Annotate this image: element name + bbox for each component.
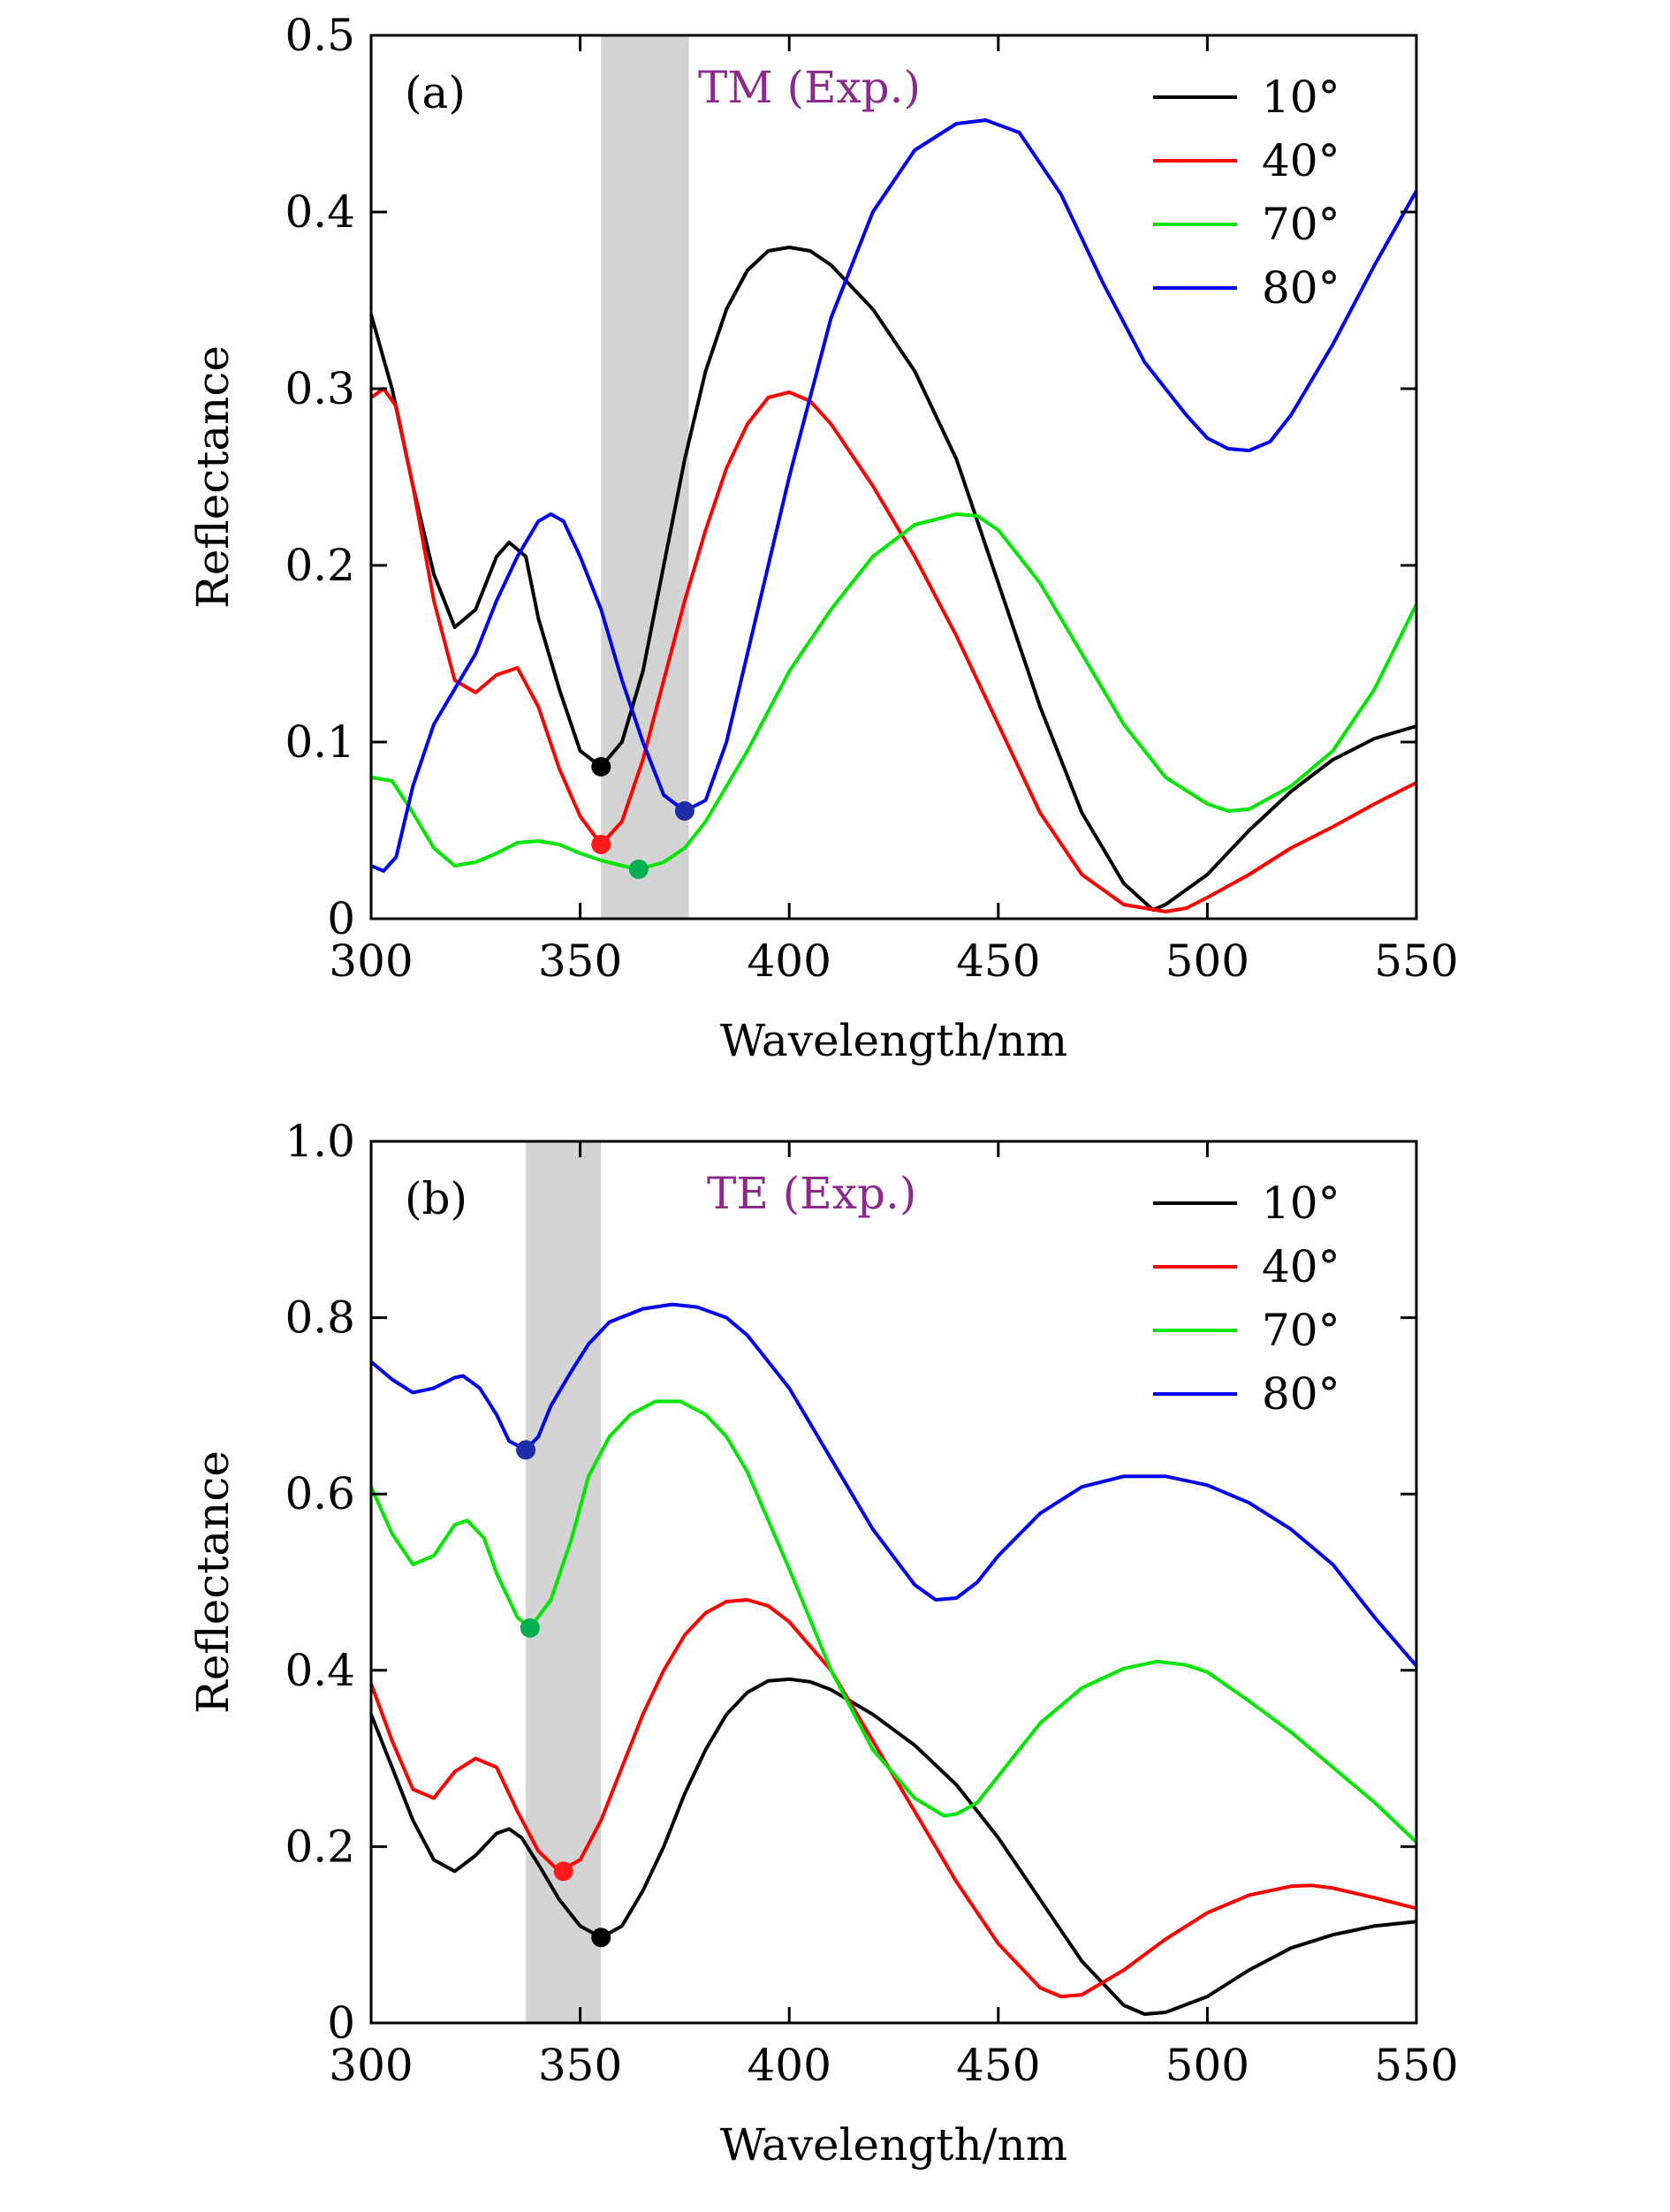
y-tick-label-b-4: 0.8 (285, 1292, 355, 1344)
x-tick-label-a-2: 400 (747, 936, 831, 987)
x-tick-label-a-5: 550 (1374, 936, 1458, 987)
legend-label-a-2: 70° (1262, 199, 1340, 250)
series-line-b-2 (369, 1399, 1418, 1844)
y-tick-label-a-2: 0.2 (285, 540, 355, 591)
y-tick-label-b-0: 0 (327, 1997, 355, 2049)
legend-label-a-3: 80° (1262, 262, 1340, 314)
series-line-b-1 (369, 1598, 1417, 1999)
x-tick-label-b-2: 400 (747, 2040, 831, 2091)
series-line-b-0 (369, 1677, 1417, 2016)
tick-marks-b (369, 1140, 1418, 2025)
x-tick-label-b-4: 500 (1165, 2040, 1249, 2091)
y-axis-title-a: Reflectance (187, 345, 239, 609)
x-tick-label-b-0: 300 (329, 2040, 413, 2091)
legend-label-b-1: 40° (1262, 1241, 1340, 1292)
min-marker-b-1 (553, 1861, 573, 1882)
series-line-a-2 (370, 512, 1418, 871)
polarization-label-a: TM (Exp.) (698, 62, 921, 113)
plot-frame-a (369, 34, 1418, 920)
series-line-b-3 (369, 1302, 1418, 1668)
x-tick-labels-a: 300 350 400 450 500 550 (329, 936, 1458, 987)
y-axis-title-b: Reflectance (187, 1451, 239, 1714)
x-tick-label-a-1: 350 (538, 936, 622, 987)
min-marker-a-0 (591, 757, 611, 776)
y-tick-labels-a: 0 0.1 0.2 0.3 0.4 0.5 (285, 10, 355, 944)
x-tick-label-b-3: 450 (956, 2040, 1040, 2091)
x-axis-title-b: Wavelength/nm (720, 2119, 1067, 2170)
shaded-band-a (601, 35, 689, 919)
y-tick-label-a-5: 0.5 (285, 10, 355, 61)
panel-label-a: (a) (405, 67, 466, 118)
panel-a: 300 350 400 450 500 550 00.10.20.30.40.5 (a) … (187, 10, 1459, 1066)
x-tick-label-a-3: 450 (956, 936, 1040, 987)
legend-label-b-2: 70° (1262, 1305, 1340, 1356)
y-tick-label-b-1: 0.2 (285, 1821, 355, 1872)
series-line-a-3 (370, 118, 1418, 873)
min-marker-a-1 (591, 835, 611, 854)
y-tick-label-b-3: 0.6 (285, 1468, 355, 1519)
x-tick-label-b-1: 350 (538, 2040, 622, 2091)
series-line-a-0 (369, 246, 1417, 912)
min-marker-a-2 (628, 860, 649, 879)
y-tick-labels-b: 0 0.2 0.4 0.6 0.8 1.0 (285, 1116, 355, 2049)
x-tick-label-a-0: 300 (329, 936, 413, 987)
y-tick-label-a-4: 0.4 (285, 186, 355, 238)
plot-frame-b (369, 1140, 1418, 2025)
x-axis-title-a: Wavelength/nm (720, 1015, 1067, 1066)
y-tick-label-b-5: 1.0 (285, 1116, 355, 1167)
minimum-markers-b (516, 1440, 611, 1948)
x-tick-labels-b: 300 350 400 450 500 550 (329, 2040, 1458, 2091)
series-curves-b (369, 1302, 1418, 2016)
min-marker-b-0 (591, 1928, 611, 1948)
y-tick-label-a-1: 0.1 (285, 716, 355, 768)
y-tick-label-b-2: 0.4 (285, 1645, 355, 1696)
tick-marks-a (369, 34, 1418, 920)
series-curves-a (369, 118, 1418, 913)
y-tick-label-a-3: 0.3 (285, 363, 355, 414)
shaded-band-b (526, 1141, 602, 2023)
legend-label-a-1: 40° (1262, 135, 1340, 186)
min-marker-b-3 (516, 1440, 536, 1460)
minimum-markers-a (591, 757, 695, 879)
x-tick-label-a-4: 500 (1165, 936, 1249, 987)
y-tick-label-a-0: 0 (327, 893, 355, 944)
legend-label-a-0: 10° (1262, 72, 1340, 123)
series-line-a-1 (369, 387, 1417, 913)
polarization-label-b: TE (Exp.) (707, 1168, 916, 1219)
min-marker-a-3 (674, 801, 695, 821)
legend-a: 10° 40° 70° 80° (1153, 72, 1340, 314)
panel-b: 300 350 400 450 500 550 00.20.40.60.81.0 (b) … (187, 1116, 1459, 2170)
legend-label-b-3: 80° (1262, 1368, 1340, 1420)
min-marker-b-2 (520, 1617, 540, 1638)
panel-label-b: (b) (405, 1173, 467, 1224)
legend-label-b-0: 10° (1262, 1178, 1340, 1229)
legend-b: 10° 40° 70° 80° (1153, 1178, 1340, 1420)
x-tick-label-b-5: 550 (1374, 2040, 1458, 2091)
